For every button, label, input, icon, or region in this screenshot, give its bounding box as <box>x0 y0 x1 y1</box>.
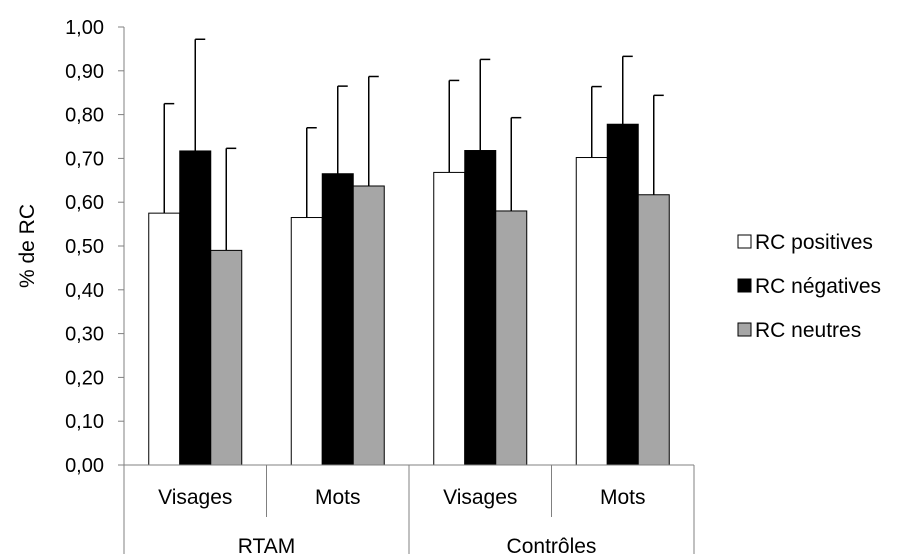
bar <box>606 123 639 466</box>
category-label: Mots <box>315 486 361 509</box>
x-axis-labels: Visages Mots Visages Mots RTAM Contrôles <box>158 486 645 554</box>
legend-swatch <box>737 234 752 249</box>
category-label: Mots <box>600 486 646 509</box>
y-tick-label: 0,90 <box>65 61 104 83</box>
bar <box>495 210 528 466</box>
bar <box>179 150 212 466</box>
y-axis-ticks: 0,00 0,10 0,20 0,30 0,40 0,50 0,60 0,70 0,80 0,90… <box>65 17 124 477</box>
bar <box>464 150 497 466</box>
bar <box>433 171 466 466</box>
bars <box>148 123 670 466</box>
error-bars <box>163 38 664 251</box>
legend-swatch <box>737 322 752 337</box>
y-axis-title: % de RC <box>16 204 39 288</box>
legend-label: RC négatives <box>755 275 881 298</box>
category-label: Visages <box>443 486 517 509</box>
y-tick-label: 0,70 <box>65 148 104 170</box>
group-label: Contrôles <box>507 535 597 554</box>
y-tick-label: 0,30 <box>65 324 104 346</box>
bar <box>210 249 243 466</box>
legend-swatch <box>737 278 752 293</box>
bar <box>148 212 181 466</box>
legend-label: RC positives <box>755 231 873 254</box>
category-label: Visages <box>158 486 232 509</box>
y-tick-label: 0,80 <box>65 105 104 127</box>
bar <box>575 157 608 466</box>
group-label: RTAM <box>238 535 296 554</box>
bar <box>321 173 354 466</box>
y-tick-label: 0,10 <box>65 411 104 433</box>
y-tick-label: 0,50 <box>65 236 104 258</box>
bar <box>352 185 385 466</box>
y-tick-label: 0,00 <box>65 455 104 477</box>
bar <box>637 194 670 466</box>
bar <box>290 217 323 466</box>
y-tick-label: 0,20 <box>65 367 104 389</box>
y-tick-label: 0,40 <box>65 280 104 302</box>
axes <box>123 27 695 554</box>
legend: RC positives RC négatives RC neutres <box>737 231 881 342</box>
y-tick-label: 1,00 <box>65 17 104 39</box>
legend-label: RC neutres <box>755 319 861 342</box>
y-tick-label: 0,60 <box>65 192 104 214</box>
